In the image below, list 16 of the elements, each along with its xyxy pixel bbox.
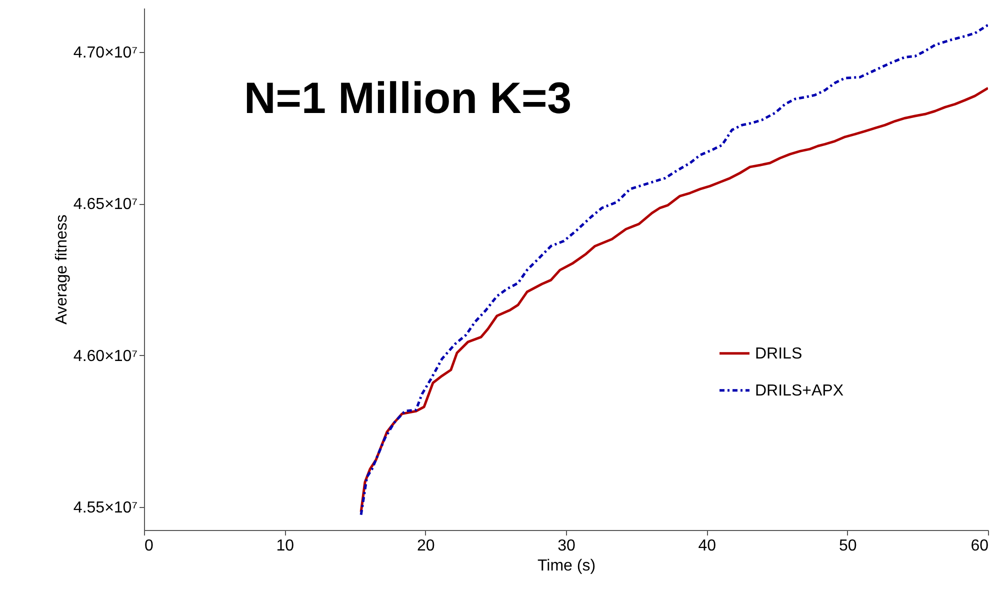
y-tick-label: 4.60×10⁷ [73,348,138,365]
y-tick-label: 4.55×10⁷ [73,499,138,516]
y-tick-label: 4.65×10⁷ [73,196,138,214]
x-tick-label: 10 [276,538,294,554]
y-tick-label: 4.70×10⁷ [73,44,138,62]
x-tick-label: 30 [558,538,576,554]
x-axis-title: Time (s) [537,558,596,574]
x-tick-label: 60 [970,538,989,554]
x-tick-label: 50 [838,538,857,554]
x-tick-label: 40 [698,538,716,554]
x-tick-label: 20 [416,538,435,554]
y-axis-title: Average fitness [53,214,70,324]
text: N=1 Million K=3 [244,74,572,123]
legend-label: DRILS [755,345,802,362]
x-tick-label: 0 [144,538,154,554]
legend-label: DRILS+APX [755,382,844,400]
